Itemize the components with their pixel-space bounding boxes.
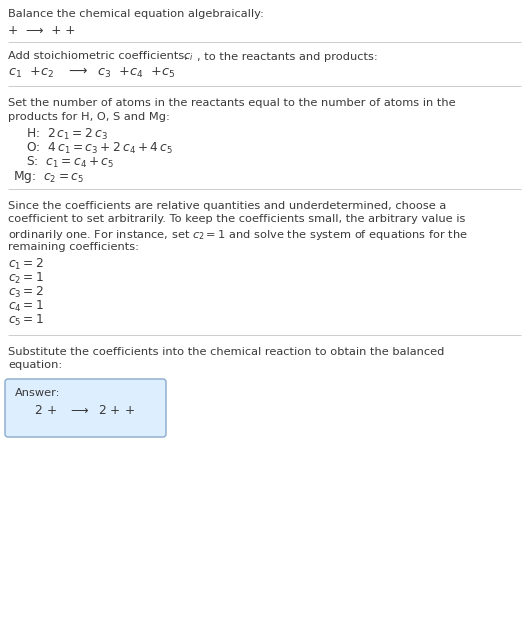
Text: $c_1 = 2$: $c_1 = 2$	[8, 257, 44, 272]
FancyBboxPatch shape	[5, 379, 166, 437]
Text: $c_4 = 1$: $c_4 = 1$	[8, 299, 44, 314]
Text: $c_5 = 1$: $c_5 = 1$	[8, 313, 44, 328]
Text: O:  $4\,c_1 = c_3 + 2\,c_4 + 4\,c_5$: O: $4\,c_1 = c_3 + 2\,c_4 + 4\,c_5$	[26, 141, 173, 156]
Text: $2$ +   $\longrightarrow$  $2$ + +: $2$ + $\longrightarrow$ $2$ + +	[15, 404, 135, 417]
Text: Answer:: Answer:	[15, 388, 60, 398]
Text: H:  $2\,c_1 = 2\,c_3$: H: $2\,c_1 = 2\,c_3$	[26, 127, 108, 142]
Text: Balance the chemical equation algebraically:: Balance the chemical equation algebraica…	[8, 9, 264, 19]
Text: Mg:  $c_2 = c_5$: Mg: $c_2 = c_5$	[13, 169, 84, 185]
Text: S:  $c_1 = c_4 + c_5$: S: $c_1 = c_4 + c_5$	[26, 155, 114, 170]
Text: remaining coefficients:: remaining coefficients:	[8, 242, 139, 251]
Text: equation:: equation:	[8, 361, 62, 370]
Text: $c_1$  $+c_2$   $\longrightarrow$  $c_3$  $+c_4$  $+c_5$: $c_1$ $+c_2$ $\longrightarrow$ $c_3$ $+c…	[8, 66, 176, 80]
Text: products for H, O, S and Mg:: products for H, O, S and Mg:	[8, 111, 170, 122]
Text: Substitute the coefficients into the chemical reaction to obtain the balanced: Substitute the coefficients into the che…	[8, 347, 444, 357]
Text: Add stoichiometric coefficients,: Add stoichiometric coefficients,	[8, 51, 191, 62]
Text: Since the coefficients are relative quantities and underdetermined, choose a: Since the coefficients are relative quan…	[8, 201, 446, 211]
Text: ordinarily one. For instance, set $c_2 = 1$ and solve the system of equations fo: ordinarily one. For instance, set $c_2 =…	[8, 228, 468, 242]
Text: $c_2 = 1$: $c_2 = 1$	[8, 271, 44, 286]
Text: $c_i$: $c_i$	[183, 51, 194, 63]
Text: , to the reactants and products:: , to the reactants and products:	[197, 51, 378, 62]
Text: Set the number of atoms in the reactants equal to the number of atoms in the: Set the number of atoms in the reactants…	[8, 98, 455, 108]
Text: +  ⟶  + +: + ⟶ + +	[8, 24, 75, 37]
Text: $c_3 = 2$: $c_3 = 2$	[8, 285, 44, 300]
Text: coefficient to set arbitrarily. To keep the coefficients small, the arbitrary va: coefficient to set arbitrarily. To keep …	[8, 215, 466, 224]
